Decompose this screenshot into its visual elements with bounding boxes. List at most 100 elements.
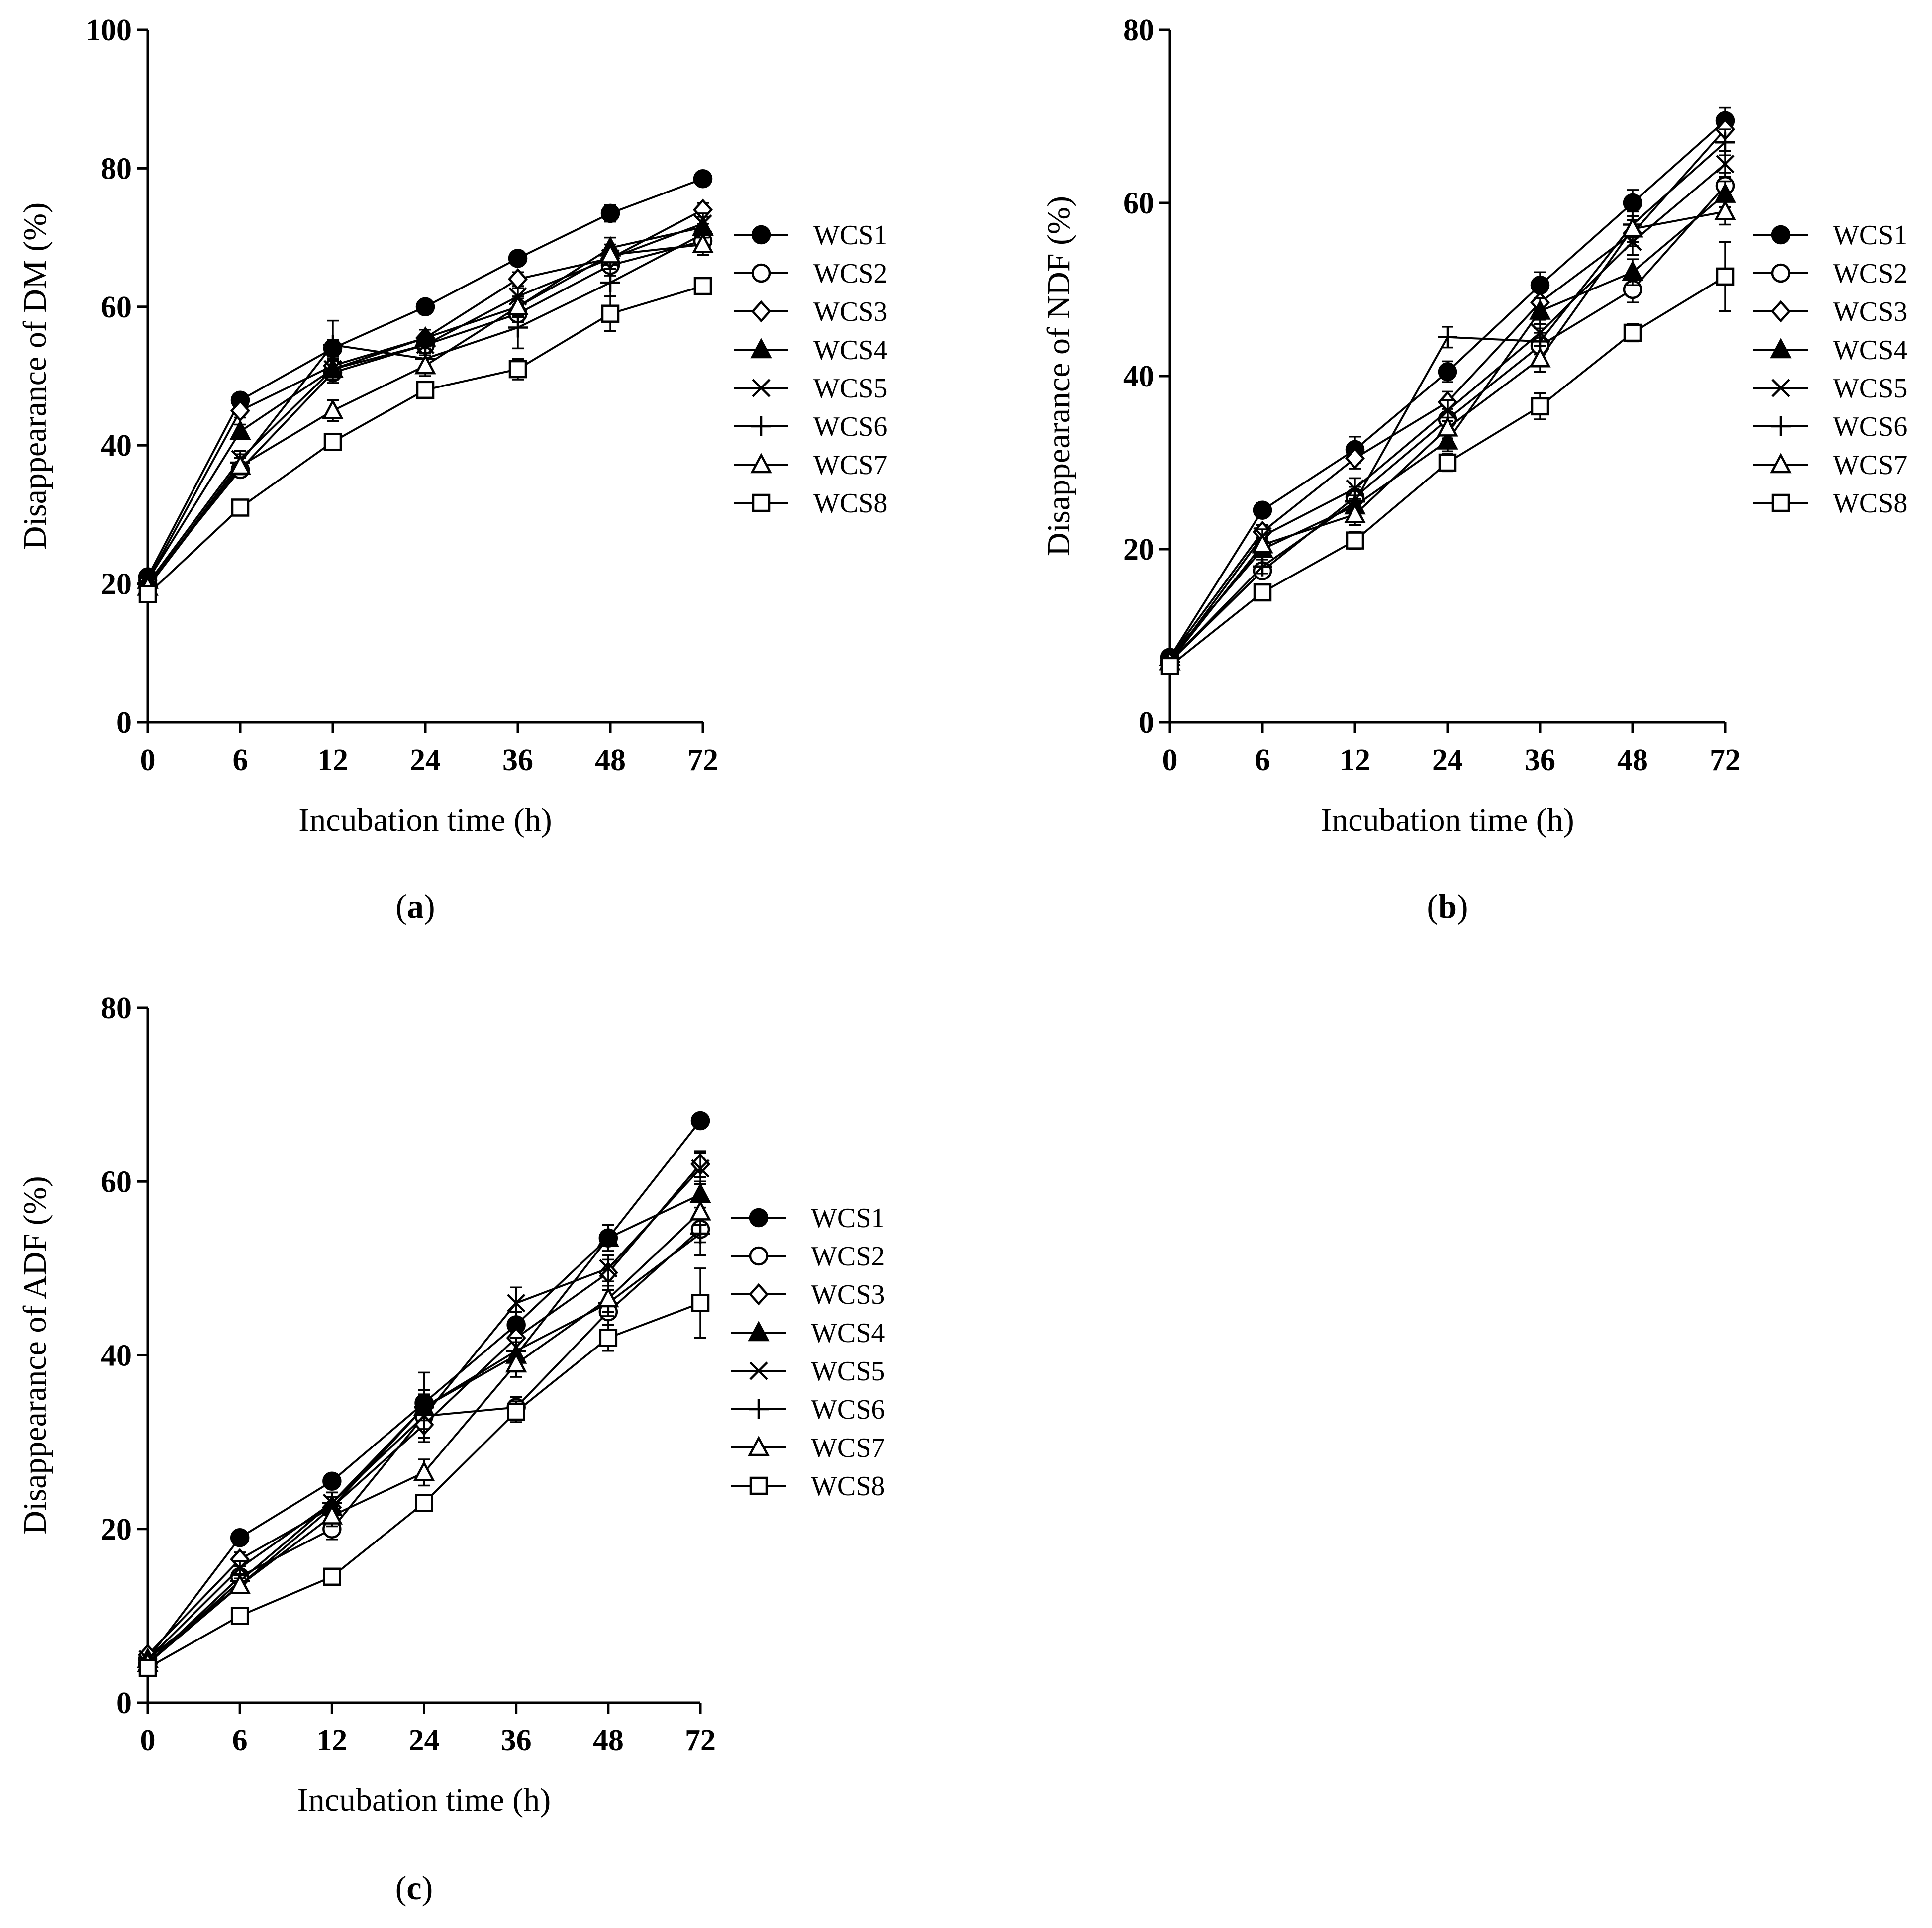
legend-wcs2-marker bbox=[1771, 263, 1791, 283]
legend-wcs4-marker bbox=[1770, 338, 1792, 359]
panel-label-close: ) bbox=[422, 1869, 433, 1907]
y-tick-label: 80 bbox=[1123, 13, 1154, 47]
legend-wcs2-marker bbox=[749, 1246, 769, 1266]
legend-label: WCS5 bbox=[813, 373, 887, 404]
panel-label-letter: a bbox=[407, 887, 424, 925]
series-wcs2 bbox=[138, 229, 713, 593]
wcs6-marker bbox=[690, 1224, 710, 1244]
wcs7-marker bbox=[1714, 199, 1736, 220]
wcs1-marker bbox=[1253, 500, 1272, 520]
legend-label: WCS3 bbox=[811, 1279, 885, 1310]
chart-panel-c: 0 20 40 60 80 0 6 12 24 36 48 72 Incubation time (h)… bbox=[17, 991, 885, 1907]
wcs7-marker bbox=[1344, 502, 1366, 523]
legend-wcs1-marker bbox=[749, 1208, 769, 1228]
panel-label: (a) bbox=[395, 887, 435, 925]
legend-wcs6-marker bbox=[1771, 416, 1791, 436]
legend-label: WCS7 bbox=[811, 1433, 885, 1463]
legend-label: WCS1 bbox=[1833, 220, 1907, 251]
wcs4-marker bbox=[229, 419, 251, 440]
x-tick-label: 48 bbox=[595, 743, 626, 777]
legend-label: WCS1 bbox=[813, 220, 887, 251]
wcs5-marker bbox=[1346, 479, 1364, 498]
wcs8-marker bbox=[599, 1329, 618, 1347]
series-wcs8 bbox=[138, 277, 712, 603]
x-tick-label: 72 bbox=[687, 743, 718, 777]
x-tick-label: 6 bbox=[1255, 743, 1270, 777]
chart-panel-b: 0 20 40 60 80 0 6 12 24 36 48 72 Incubation time (h)… bbox=[1041, 13, 1907, 925]
wcs8-marker bbox=[415, 1494, 433, 1512]
legend-label: WCS7 bbox=[1833, 450, 1907, 481]
x-axis-title: Incubation time (h) bbox=[297, 1782, 551, 1818]
wcs5-marker bbox=[691, 1159, 710, 1178]
wcs4-marker bbox=[597, 1226, 619, 1247]
wcs7-marker bbox=[597, 1287, 619, 1308]
wcs6-line bbox=[147, 1233, 701, 1664]
wcs1-marker bbox=[508, 249, 528, 268]
legend-wcs2-marker bbox=[751, 263, 771, 283]
wcs7-marker bbox=[1252, 533, 1273, 554]
wcs7-marker bbox=[689, 1200, 711, 1221]
wcs8-marker bbox=[138, 585, 157, 603]
wcs6-marker bbox=[323, 335, 343, 355]
y-tick-label: 60 bbox=[1123, 187, 1154, 220]
x-tick-label: 6 bbox=[233, 743, 248, 777]
wcs8-marker bbox=[138, 1658, 157, 1677]
wcs4-marker bbox=[1622, 260, 1643, 281]
x-axis-title: Incubation time (h) bbox=[1321, 802, 1574, 838]
y-axis-title: Disappearance of ADF (%) bbox=[17, 1176, 53, 1534]
wcs6-marker bbox=[600, 273, 620, 293]
wcs7-marker bbox=[321, 1504, 343, 1525]
y-tick-label: 100 bbox=[86, 13, 132, 47]
wcs8-marker bbox=[1716, 267, 1735, 286]
wcs1-marker bbox=[693, 169, 713, 189]
series-wcs7 bbox=[1159, 197, 1736, 671]
x-tick-label: 0 bbox=[1162, 743, 1178, 777]
series-wcs8 bbox=[138, 1267, 710, 1677]
legend-label: WCS2 bbox=[811, 1241, 885, 1272]
wcs7-marker bbox=[1622, 217, 1643, 238]
wcs7-marker bbox=[229, 1573, 251, 1594]
legend-wcs6-marker bbox=[749, 1399, 769, 1419]
wcs4-marker bbox=[1529, 299, 1551, 320]
legend-label: WCS5 bbox=[811, 1356, 885, 1387]
wcs5-marker bbox=[599, 1259, 618, 1278]
wcs1-marker bbox=[322, 1471, 342, 1491]
panel-label-letter: c bbox=[406, 1869, 421, 1907]
wcs8-marker bbox=[1253, 583, 1272, 602]
wcs7-marker bbox=[1437, 416, 1458, 437]
panel-label-letter: b bbox=[1438, 887, 1457, 925]
legend-wcs8-marker bbox=[1771, 493, 1790, 512]
wcs5-marker bbox=[416, 335, 435, 354]
panel-label-close: ) bbox=[424, 887, 435, 925]
y-axis-title: Disappearance of NDF (%) bbox=[1041, 196, 1077, 556]
y-tick-label: 0 bbox=[116, 1686, 132, 1720]
chart-panel-a: 0 20 40 60 80 100 0 6 12 24 36 48 72 Incubation time … bbox=[17, 13, 887, 925]
y-tick-label: 80 bbox=[101, 152, 132, 186]
legend-label: WCS7 bbox=[813, 450, 887, 481]
legend-label: WCS1 bbox=[811, 1203, 885, 1234]
wcs1-marker bbox=[1438, 362, 1457, 382]
series-wcs5 bbox=[1160, 150, 1735, 671]
legend-wcs1-marker bbox=[751, 225, 771, 245]
y-tick-label: 20 bbox=[101, 1513, 132, 1546]
y-tick-label: 20 bbox=[1123, 533, 1154, 567]
y-axis-title: Disappearance of DM (%) bbox=[17, 202, 53, 550]
wcs8-marker bbox=[508, 360, 527, 379]
x-tick-label: 24 bbox=[409, 1724, 440, 1757]
wcs1-marker bbox=[415, 297, 435, 317]
legend-label: WCS8 bbox=[813, 488, 887, 519]
legend-wcs1-marker bbox=[1771, 225, 1791, 245]
wcs7-marker bbox=[599, 243, 621, 264]
x-tick-label: 72 bbox=[685, 1724, 716, 1757]
y-tick-label: 40 bbox=[101, 429, 132, 463]
x-tick-label: 0 bbox=[140, 743, 156, 777]
legend: WCS1 WCS2 WCS3 WCS4 WCS5 WCS6 WCS7 WCS8 bbox=[1753, 220, 1907, 519]
wcs8-marker bbox=[691, 1294, 710, 1312]
y-tick-label: 0 bbox=[1139, 706, 1154, 740]
wcs5-marker bbox=[507, 1294, 526, 1313]
y-tick-label: 60 bbox=[101, 290, 132, 324]
legend-wcs7-marker bbox=[750, 453, 772, 474]
wcs3-marker bbox=[1345, 447, 1365, 470]
legend-wcs5-marker bbox=[749, 1361, 768, 1380]
